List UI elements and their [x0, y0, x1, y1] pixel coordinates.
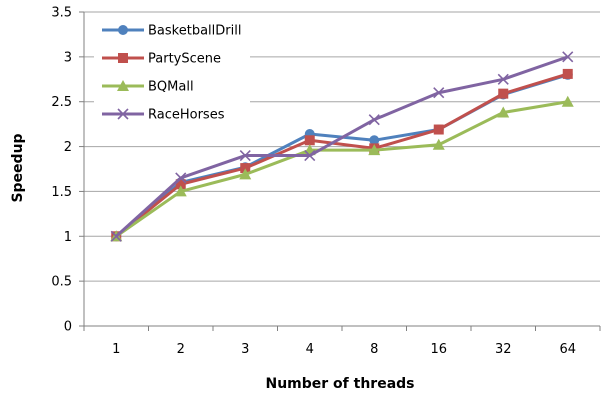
- axes: [79, 11, 601, 331]
- x-marker-stroke: [175, 172, 187, 184]
- x-tick-label: 4: [306, 342, 314, 357]
- legend-label: BQMall: [148, 80, 194, 95]
- x-tick-label: 3: [241, 342, 249, 357]
- legend-label: PartyScene: [148, 52, 221, 67]
- y-tick-label: 2.5: [51, 95, 72, 110]
- x-tick-label: 32: [495, 342, 512, 357]
- legend-marker: [118, 25, 128, 35]
- x-tick-label: 1: [112, 342, 120, 357]
- y-tick-label: 0: [64, 320, 72, 335]
- y-tick-label: 3.5: [51, 6, 72, 21]
- legend-entry-basketballdrill: BasketballDrill: [102, 24, 241, 39]
- data-point-partyscene: [562, 68, 573, 79]
- data-point-partyscene: [433, 124, 444, 135]
- data-point-racehorses: [239, 149, 251, 162]
- legend-marker: [118, 53, 128, 63]
- x-marker-stroke: [304, 149, 316, 162]
- series-racehorses: [110, 51, 574, 242]
- series-line-partyscene: [115, 72, 569, 238]
- y-tick-label: 2: [64, 140, 72, 155]
- data-point-partyscene: [175, 179, 186, 190]
- y-tick-labels: 0 0.5 1 1.5 2 2.5 3 3.5: [51, 6, 72, 335]
- data-point-racehorses: [368, 114, 380, 126]
- x-tick-label: 64: [559, 342, 576, 357]
- x-tick-label: 16: [430, 342, 447, 357]
- data-point-racehorses: [304, 149, 316, 162]
- data-point-bqmall: [239, 168, 252, 180]
- legend-entry-racehorses: RaceHorses: [102, 108, 225, 123]
- data-point-partyscene: [498, 88, 509, 99]
- x-marker-stroke: [239, 149, 251, 162]
- series-line-racehorses: [115, 55, 569, 238]
- data-point-racehorses: [110, 230, 122, 242]
- data-point-racehorses: [562, 51, 574, 63]
- legend-entry-bqmall: BQMall: [102, 80, 194, 95]
- x-tick-labels: 1 2 3 4 8 16 32 64: [112, 342, 576, 357]
- x-marker-stroke: [117, 108, 129, 120]
- series-line-bqmall: [115, 100, 568, 238]
- data-point-bqmall: [174, 185, 187, 197]
- legend-marker: [117, 80, 129, 91]
- data-point-bqmall: [497, 106, 510, 118]
- y-axis-label: Speedup: [10, 133, 26, 202]
- y-tick-label: 1.5: [51, 185, 72, 200]
- legend-marker: [117, 108, 129, 120]
- data-point-bqmall: [561, 95, 574, 107]
- legend-label: RaceHorses: [148, 108, 225, 123]
- data-point-racehorses: [497, 73, 509, 85]
- legend: BasketballDrill PartyScene BQMall RaceHorse…: [94, 16, 250, 132]
- x-marker-stroke: [562, 51, 574, 63]
- data-point-bqmall: [432, 138, 445, 150]
- data-point-racehorses: [433, 87, 445, 99]
- data-point-partyscene: [304, 135, 315, 146]
- series-lines: [110, 51, 574, 242]
- x-marker-stroke: [368, 114, 380, 126]
- data-point-bqmall: [368, 144, 381, 156]
- y-tick-label: 1: [64, 230, 72, 245]
- x-tick-label: 2: [177, 342, 185, 357]
- data-point-racehorses: [175, 172, 187, 184]
- data-point-partyscene: [240, 163, 251, 174]
- x-marker-stroke: [497, 73, 509, 85]
- legend-entry-partyscene: PartyScene: [102, 52, 221, 67]
- y-tick-label: 0.5: [51, 275, 72, 290]
- x-tick-label: 8: [370, 342, 378, 357]
- x-marker-stroke: [110, 230, 122, 242]
- y-tick-label: 3: [64, 50, 72, 65]
- data-point-basketballdrill: [369, 135, 380, 146]
- legend-label: BasketballDrill: [148, 24, 241, 39]
- x-marker-stroke: [433, 87, 445, 99]
- x-axis-label: Number of threads: [265, 376, 414, 392]
